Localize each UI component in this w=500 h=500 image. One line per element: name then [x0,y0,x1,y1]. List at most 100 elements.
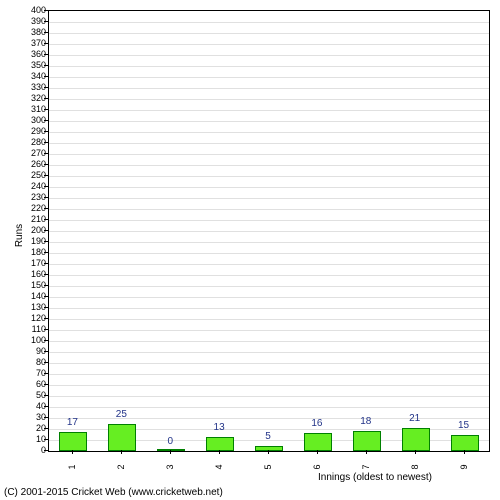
y-tick-mark [44,263,48,264]
grid-line [49,286,489,287]
y-tick-mark [44,329,48,330]
y-tick-mark [44,340,48,341]
y-tick-mark [44,131,48,132]
x-tick-mark [317,450,318,454]
y-tick-mark [44,428,48,429]
y-tick-mark [44,175,48,176]
grid-line [49,352,489,353]
copyright-text: (C) 2001-2015 Cricket Web (www.cricketwe… [4,487,223,498]
grid-line [49,308,489,309]
grid-line [49,198,489,199]
grid-line [49,385,489,386]
y-tick-mark [44,21,48,22]
x-tick-label: 2 [116,464,126,469]
x-tick-mark [268,450,269,454]
grid-line [49,253,489,254]
y-tick-mark [44,76,48,77]
grid-line [49,187,489,188]
grid-line [49,341,489,342]
bar-value-label: 5 [265,431,271,442]
plot-area [48,10,490,452]
grid-line [49,209,489,210]
y-tick-mark [44,32,48,33]
bar-value-label: 16 [311,418,322,429]
grid-line [49,66,489,67]
y-tick-mark [44,450,48,451]
y-tick-mark [44,87,48,88]
y-tick-mark [44,241,48,242]
grid-line [49,330,489,331]
grid-line [49,143,489,144]
x-axis-label: Innings (oldest to newest) [318,472,432,483]
grid-line [49,110,489,111]
y-tick-mark [44,109,48,110]
bar [451,435,479,452]
x-tick-label: 5 [263,464,273,469]
x-tick-label: 3 [165,464,175,469]
y-tick-mark [44,65,48,66]
grid-line [49,154,489,155]
grid-line [49,374,489,375]
y-tick-mark [44,274,48,275]
y-tick-mark [44,153,48,154]
grid-line [49,77,489,78]
y-tick-mark [44,219,48,220]
bar [157,449,185,451]
grid-line [49,363,489,364]
bar-value-label: 13 [214,422,225,433]
y-tick-mark [44,164,48,165]
y-tick-mark [44,307,48,308]
grid-line [49,44,489,45]
x-tick-label: 1 [67,464,77,469]
x-tick-mark [415,450,416,454]
bar [304,433,332,451]
x-tick-label: 4 [214,464,224,469]
y-tick-mark [44,252,48,253]
y-tick-mark [44,318,48,319]
y-tick-mark [44,208,48,209]
y-tick-mark [44,43,48,44]
x-tick-mark [464,450,465,454]
y-tick-mark [44,142,48,143]
x-tick-mark [170,450,171,454]
grid-line [49,55,489,56]
y-tick-mark [44,197,48,198]
y-tick-mark [44,417,48,418]
y-axis-label: Runs [14,224,25,247]
x-tick-label: 6 [312,464,322,469]
y-tick-mark [44,285,48,286]
chart-container: Runs Innings (oldest to newest) (C) 2001… [0,0,500,500]
grid-line [49,319,489,320]
y-tick-mark [44,54,48,55]
grid-line [49,231,489,232]
y-tick-mark [44,362,48,363]
y-tick-mark [44,296,48,297]
bar-value-label: 25 [116,409,127,420]
y-tick-mark [44,384,48,385]
grid-line [49,33,489,34]
grid-line [49,99,489,100]
y-tick-mark [44,395,48,396]
bar-value-label: 15 [458,420,469,431]
y-tick-mark [44,439,48,440]
grid-line [49,22,489,23]
bar [353,431,381,451]
x-tick-label: 7 [361,464,371,469]
bar-value-label: 18 [360,416,371,427]
grid-line [49,264,489,265]
y-tick-mark [44,10,48,11]
x-tick-mark [219,450,220,454]
grid-line [49,396,489,397]
bar [206,437,234,451]
bar-value-label: 17 [67,417,78,428]
y-tick-mark [44,98,48,99]
bar-value-label: 0 [167,436,173,447]
grid-line [49,88,489,89]
y-tick-mark [44,230,48,231]
bar [255,446,283,452]
bar [402,428,430,451]
x-tick-mark [121,450,122,454]
y-tick-mark [44,186,48,187]
y-tick-mark [44,373,48,374]
grid-line [49,297,489,298]
